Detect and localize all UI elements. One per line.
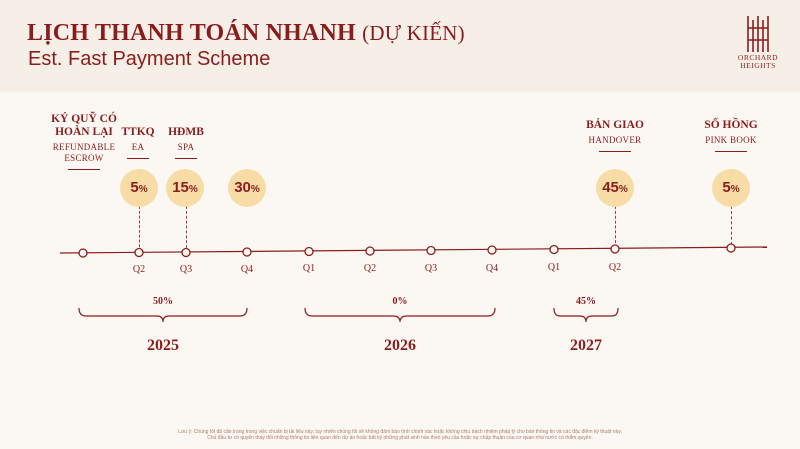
quarter-label: Q4 [485,263,499,274]
payment-bubble: 5% [120,169,158,207]
milestone-handover: BẢN GIAO HANDOVER [572,119,658,152]
year-percent-2027: 45% [576,296,596,307]
timeline-dot [304,246,314,257]
payment-unit: % [138,184,148,195]
timeline-dot [242,247,252,257]
milestone-rule [715,151,747,152]
year-label-2025: 2025 [147,337,179,354]
milestone-en: HANDOVER [588,135,642,145]
milestone-vn: HOÀN LẠI [55,126,113,138]
connector-handover [615,206,616,248]
page-subtitle: Est. Fast Payment Scheme [28,48,271,70]
milestone-vn: KÝ QUỸ CÓ [51,113,117,125]
timeline-dot [726,243,736,253]
payment-unit: % [188,184,198,195]
timeline-axis [59,246,768,254]
payment-bubble: 45% [596,169,634,207]
payment-value: 15 [172,179,189,196]
timeline-dot [365,246,375,256]
milestone-rule [127,158,149,159]
milestone-en: SPA [177,142,195,152]
quarter-label: Q3 [179,264,193,275]
year-brace-2026 [304,307,496,323]
logo-line-2: HEIGHTS [740,61,776,70]
year-brace-2027 [553,307,619,323]
quarter-label: Q1 [547,262,561,273]
quarter-label: Q2 [132,264,146,275]
payment-unit: % [250,184,260,195]
milestone-vn: SỔ HỒNG [704,119,758,131]
payment-bubble: 15% [166,169,204,207]
timeline-dot [549,244,559,255]
timeline-dot [181,247,191,258]
milestone-en: REFUNDABLE [52,142,116,152]
connector-ea [139,206,140,252]
footnote-line: Chủ đầu tư có quyền thay đổi những thông… [207,435,593,441]
milestone-vn: HĐMB [168,126,204,138]
milestone-ea: TTKQ EA [116,126,160,159]
milestone-pink-book: SỔ HỒNG PINK BOOK [688,119,774,152]
year-brace-2025 [78,307,248,323]
milestone-vn: BẢN GIAO [586,119,644,131]
payment-unit: % [730,184,740,195]
milestone-en: EA [131,142,145,152]
timeline-dot [487,245,497,255]
footnote-line: Lưu ý: Chúng tôi đã cẩn trọng trong việc… [178,429,622,435]
title-main: LỊCH THANH TOÁN NHANH [27,20,356,46]
timeline-dot [78,248,88,258]
timeline-dot [426,245,436,256]
quarter-label: Q4 [240,264,254,275]
year-label-2027: 2027 [570,337,602,354]
milestone-rule [599,151,631,152]
milestone-spa: HĐMB SPA [158,126,214,159]
payment-bubble: 5% [712,169,750,207]
connector-pink-book [731,206,732,250]
payment-value: 45 [602,179,619,196]
milestone-en: PINK BOOK [705,135,757,145]
quarter-label: Q1 [302,263,316,274]
quarter-label: Q3 [424,263,438,274]
payment-bubble: 30% [228,169,266,207]
quarter-label: Q2 [363,263,377,274]
milestone-rule [175,158,197,159]
title-sub: (DỰ KIẾN) [362,21,465,45]
year-percent-2026: 0% [392,296,408,307]
milestone-escrow: KÝ QUỸ CÓ HOÀN LẠI REFUNDABLE ESCROW [38,113,130,170]
quarter-label: Q2 [608,262,622,273]
header-band [0,0,800,92]
year-percent-2025: 50% [153,296,173,307]
timeline-dot [610,244,620,254]
milestone-vn: TTKQ [121,126,155,138]
payment-unit: % [618,184,628,195]
payment-value: 5 [722,179,731,196]
year-label-2026: 2026 [384,337,416,354]
disclaimer-footnote: Lưu ý: Chúng tôi đã cẩn trọng trong việc… [100,429,700,441]
logo-line-1: ORCHARD [737,53,779,62]
milestone-en: ESCROW [64,153,104,163]
page-title: LỊCH THANH TOÁN NHANH (DỰ KIẾN) [27,20,465,47]
payment-value: 5 [130,179,139,196]
payment-value: 30 [234,179,251,196]
milestone-rule [68,169,100,170]
orchard-heights-logo-icon [747,16,769,52]
connector-spa [186,206,187,253]
timeline-dot [134,247,144,258]
brand-logo: ORCHARD HEIGHTS [728,14,788,78]
